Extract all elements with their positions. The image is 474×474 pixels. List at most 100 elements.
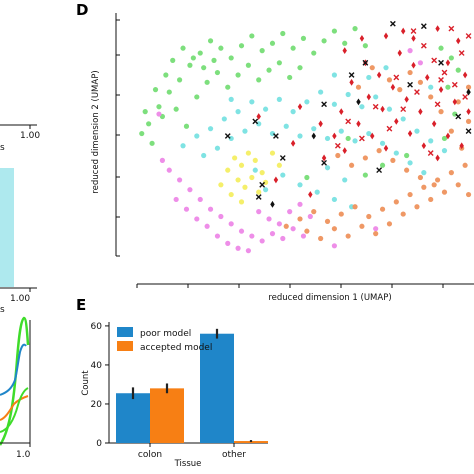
scatter-point-green — [441, 135, 448, 142]
scatter-point-pink — [269, 231, 276, 237]
scatter-diamond-red — [459, 142, 464, 150]
scatter-point-pink — [207, 206, 214, 212]
left-middle-panel: 1.00 s — [0, 168, 37, 315]
scatter-diamond-red — [383, 32, 389, 40]
scatter-point-green — [379, 162, 386, 168]
scatter-diamond-red — [435, 154, 440, 162]
scatter-x-red — [438, 76, 444, 83]
scatter-point-orange — [455, 99, 461, 105]
scatter-point-pink — [256, 209, 262, 215]
panel-e-bar-chart: 0 20 40 60 colon other poor model accepted m… — [81, 322, 268, 469]
scatter-diamond-red — [456, 37, 461, 45]
scatter-diamond-red — [394, 117, 399, 125]
scatter-point-orange — [448, 128, 454, 134]
scatter-x-red — [334, 142, 341, 149]
scatter-point-cyan — [252, 167, 258, 173]
left-middle-cyan-bar — [0, 168, 14, 287]
scatter-point-orange — [417, 79, 423, 85]
scatter-point-cyan — [228, 96, 234, 102]
scatter-point-pink — [331, 243, 337, 249]
scatter-x-red — [345, 118, 352, 125]
left-bottom-blue-curve — [0, 343, 27, 396]
panel-e-y-tick-label: 0 — [96, 439, 102, 449]
scatter-point-cyan — [318, 89, 324, 95]
scatter-point-green — [146, 121, 152, 127]
scatter-diamond-black — [311, 132, 316, 140]
scatter-point-orange — [349, 162, 355, 168]
scatter-point-cyan — [379, 140, 386, 146]
scatter-x-black — [259, 181, 266, 188]
scatter-x-black — [279, 155, 286, 161]
scatter-diamond-red — [438, 86, 444, 94]
scatter-point-green — [448, 55, 454, 61]
scatter-diamond-red — [390, 83, 396, 91]
scatter-diamond-red — [332, 132, 337, 140]
scatter-point-cyan — [428, 138, 434, 144]
scatter-x-black — [455, 113, 462, 120]
scatter-x-red — [400, 106, 407, 113]
scatter-diamond-red — [411, 61, 416, 69]
scatter-point-green — [190, 55, 196, 61]
scatter-point-orange — [421, 184, 427, 190]
scatter-point-cyan — [352, 138, 358, 144]
scatter-point-green — [321, 38, 327, 44]
panel-e-legend: poor model accepted model — [117, 327, 212, 353]
scatter-point-orange — [397, 87, 403, 93]
scatter-diamond-red — [418, 108, 423, 115]
scatter-point-green — [452, 111, 458, 117]
scatter-point-orange — [311, 209, 317, 215]
scatter-point-pink — [417, 60, 423, 66]
scatter-point-green — [142, 109, 148, 115]
panel-d-letter: D — [76, 1, 88, 19]
scatter-point-orange — [362, 155, 368, 161]
scatter-point-yellow — [276, 162, 282, 168]
scatter-point-cyan — [386, 106, 393, 112]
scatter-point-cyan — [441, 148, 448, 154]
scatter-point-pink — [238, 228, 245, 234]
scatter-x-red — [393, 74, 400, 81]
scatter-point-cyan — [263, 106, 269, 112]
scatter-point-pink — [290, 226, 296, 232]
scatter-point-orange — [386, 221, 393, 227]
scatter-diamond-red — [380, 105, 385, 113]
panel-e-y-tick-label: 20 — [91, 400, 103, 410]
scatter-x-red — [434, 101, 441, 108]
left-top-tick-label: 1.00 — [20, 131, 40, 141]
panel-d-scatter: reduced dimension 1 (UMAP) reduced dimen… — [91, 13, 474, 303]
scatter-point-orange — [373, 231, 379, 237]
scatter-x-black — [407, 81, 413, 88]
scatter-point-orange — [318, 235, 324, 242]
bar-poor-model-other — [200, 333, 234, 443]
scatter-point-cyan — [400, 116, 406, 122]
scatter-point-cyan — [249, 99, 255, 105]
scatter-point-green — [266, 67, 272, 73]
scatter-point-orange — [414, 204, 420, 210]
scatter-x-black — [362, 59, 369, 66]
scatter-point-orange — [283, 223, 289, 229]
scatter-point-pink — [225, 240, 231, 246]
scatter-diamond-red — [339, 108, 344, 115]
panel-e-y-ticks: 0 20 40 60 — [91, 322, 109, 449]
panel-e-bars — [116, 328, 268, 443]
scatter-point-green — [152, 87, 159, 93]
scatter-point-cyan — [314, 189, 320, 195]
scatter-diamond-black — [356, 98, 361, 106]
scatter-point-cyan — [324, 165, 331, 171]
scatter-diamond-red — [383, 144, 389, 152]
scatter-point-orange — [435, 177, 441, 183]
scatter-point-orange — [335, 152, 341, 159]
scatter-point-green — [163, 72, 169, 78]
scatter-point-green — [187, 62, 193, 68]
scatter-point-yellow — [235, 177, 241, 183]
scatter-diamond-red — [356, 120, 361, 128]
scatter-diamond-black — [270, 200, 275, 208]
scatter-point-orange — [455, 182, 461, 188]
scatter-point-cyan — [194, 133, 200, 139]
scatter-point-pink — [204, 223, 210, 229]
panel-d-y-label: reduced dimension 2 (UMAP) — [91, 70, 101, 193]
panel-e-x-label: Tissue — [174, 459, 202, 469]
scatter-diamond-red — [273, 176, 279, 184]
scatter-point-yellow — [245, 150, 251, 156]
scatter-point-orange — [366, 213, 372, 220]
scatter-x-red — [431, 57, 438, 64]
